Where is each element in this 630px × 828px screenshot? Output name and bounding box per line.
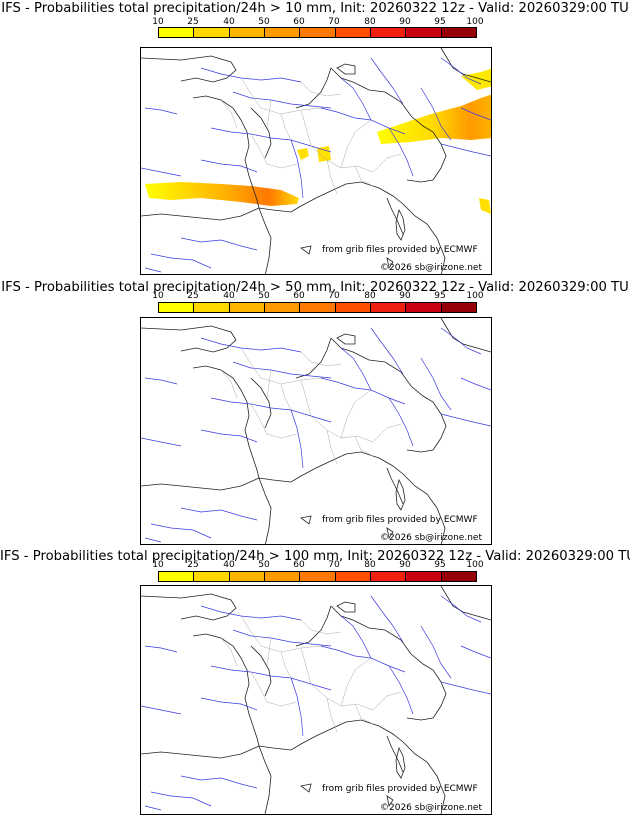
colorbar-swatch: [264, 303, 301, 312]
credit-source: from grib files provided by ECMWF: [322, 784, 478, 794]
panel-title: IFS - Probabilities total precipitation/…: [0, 549, 630, 564]
colorbar-swatch: [229, 572, 265, 581]
tick-label: 10: [152, 291, 164, 301]
basemap-lines: [141, 48, 491, 274]
tick-label: 60: [293, 560, 305, 570]
tick-label: 80: [364, 291, 376, 301]
tick-label: 40: [223, 17, 235, 27]
tick-label: 70: [328, 291, 340, 301]
panel-title: IFS - Probabilities total precipitation/…: [1, 280, 629, 295]
credit-source: from grib files provided by ECMWF: [322, 245, 478, 255]
precip-area-center-2: [317, 146, 331, 162]
tick-label: 70: [328, 17, 340, 27]
credit-copyright: ©2026 sb@irizone.net: [380, 263, 482, 273]
colorbar: [158, 302, 477, 313]
map-area: from grib files provided by ECMWF ©2026 …: [140, 585, 492, 815]
colorbar: [158, 571, 477, 582]
panel-50mm: IFS - Probabilities total precipitation/…: [0, 270, 630, 545]
colorbar-swatch: [370, 303, 407, 312]
map-basemap: [141, 318, 491, 544]
panel-title: IFS - Probabilities total precipitation/…: [1, 1, 629, 16]
tick-label: 95: [434, 560, 446, 570]
colorbar-ticks: 10 25 40 50 60 70 80 90 95 100: [152, 559, 483, 571]
tick-label: 50: [258, 560, 270, 570]
colorbar-ticks: 10 25 40 50 60 70 80 90 95 100: [152, 290, 483, 302]
colorbar-swatch: [406, 572, 442, 581]
colorbar-swatch: [300, 28, 336, 37]
colorbar: [158, 27, 477, 38]
tick-label: 25: [187, 17, 199, 27]
colorbar-swatch: [335, 572, 371, 581]
tick-label: 50: [258, 17, 270, 27]
map-basemap: [141, 586, 491, 814]
panel-100mm: IFS - Probabilities total precipitation/…: [0, 540, 630, 815]
credit-copyright: ©2026 sb@irizone.net: [380, 803, 482, 813]
tick-label: 90: [399, 17, 411, 27]
tick-label: 25: [187, 560, 199, 570]
colorbar-swatch: [300, 303, 336, 312]
colorbar-swatch: [300, 572, 336, 581]
precip-fields: [145, 68, 491, 214]
colorbar-swatch: [159, 303, 195, 312]
colorbar-swatch: [406, 303, 442, 312]
colorbar-swatch: [264, 28, 301, 37]
colorbar-ticks: 10 25 40 50 60 70 80 90 95 100: [152, 16, 483, 28]
tick-label: 50: [258, 291, 270, 301]
tick-label: 80: [364, 560, 376, 570]
tick-label: 80: [364, 17, 376, 27]
tick-label: 25: [187, 291, 199, 301]
panel-10mm: IFS - Probabilities total precipitation/…: [0, 0, 630, 275]
colorbar-swatch: [441, 28, 476, 37]
colorbar-swatch: [370, 28, 407, 37]
colorbar-swatch: [159, 572, 195, 581]
tick-label: 70: [328, 560, 340, 570]
colorbar-swatch: [264, 572, 301, 581]
colorbar-swatch: [194, 28, 230, 37]
precip-area-center-1: [297, 148, 309, 160]
colorbar-swatch: [229, 303, 265, 312]
basemap-lines: [141, 318, 491, 544]
tick-label: 100: [466, 17, 484, 27]
colorbar-swatch: [370, 572, 407, 581]
tick-label: 40: [223, 560, 235, 570]
tick-label: 100: [466, 291, 484, 301]
map-basemap: [141, 48, 491, 274]
colorbar-swatch: [335, 28, 371, 37]
map-area: from grib files provided by ECMWF ©2026 …: [140, 47, 492, 275]
colorbar-swatch: [406, 28, 442, 37]
tick-label: 100: [466, 560, 484, 570]
tick-label: 10: [152, 17, 164, 27]
precip-area-corsica-east: [479, 198, 491, 214]
credit-source: from grib files provided by ECMWF: [322, 515, 478, 525]
colorbar-swatch: [159, 28, 195, 37]
tick-label: 40: [223, 291, 235, 301]
tick-label: 90: [399, 291, 411, 301]
tick-label: 95: [434, 17, 446, 27]
precip-area-north-east: [461, 68, 491, 90]
colorbar-swatch: [229, 28, 265, 37]
tick-label: 10: [152, 560, 164, 570]
colorbar-swatch: [335, 303, 371, 312]
tick-label: 90: [399, 560, 411, 570]
tick-label: 60: [293, 17, 305, 27]
map-area: from grib files provided by ECMWF ©2026 …: [140, 317, 492, 545]
precip-area-pyrenees: [145, 182, 299, 206]
tick-label: 95: [434, 291, 446, 301]
basemap-lines: [141, 586, 491, 814]
colorbar-swatch: [441, 303, 476, 312]
colorbar-swatch: [441, 572, 476, 581]
tick-label: 60: [293, 291, 305, 301]
colorbar-swatch: [194, 572, 230, 581]
precip-area-alps: [377, 94, 491, 144]
credit-copyright: ©2026 sb@irizone.net: [380, 533, 482, 543]
colorbar-swatch: [194, 303, 230, 312]
